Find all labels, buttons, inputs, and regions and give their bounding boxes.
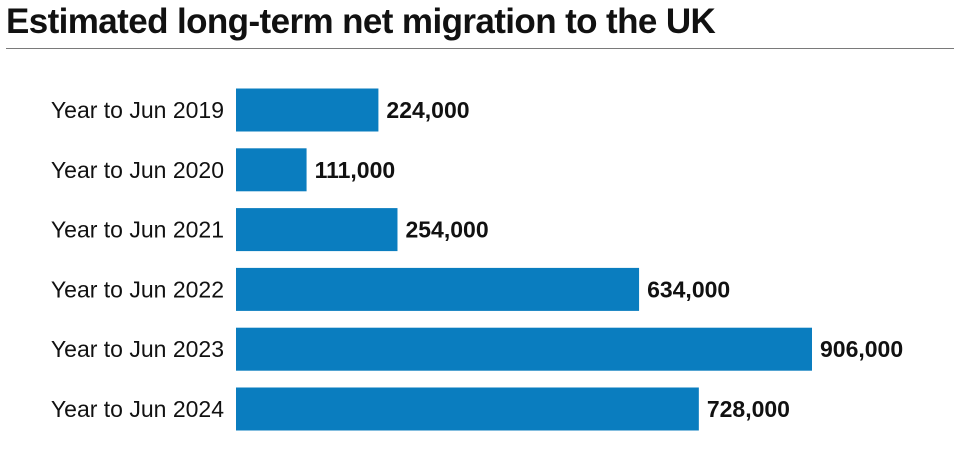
bar	[236, 148, 307, 192]
title-divider	[6, 48, 954, 49]
category-label: Year to Jun 2020	[51, 157, 224, 183]
value-label: 728,000	[707, 396, 790, 422]
category-label: Year to Jun 2022	[51, 276, 224, 302]
category-label: Year to Jun 2019	[51, 97, 224, 123]
value-label: 254,000	[405, 217, 488, 243]
value-label: 111,000	[315, 157, 396, 183]
bar	[236, 208, 398, 252]
category-label: Year to Jun 2023	[51, 336, 224, 362]
bar	[236, 327, 812, 371]
value-label: 224,000	[386, 97, 469, 123]
value-label: 906,000	[820, 336, 903, 362]
category-label: Year to Jun 2024	[51, 396, 224, 422]
value-label: 634,000	[647, 276, 730, 302]
bar	[236, 267, 640, 311]
bar	[236, 387, 699, 431]
category-label: Year to Jun 2021	[51, 217, 224, 243]
bar	[236, 88, 379, 132]
chart-title: Estimated long-term net migration to the…	[6, 2, 716, 41]
